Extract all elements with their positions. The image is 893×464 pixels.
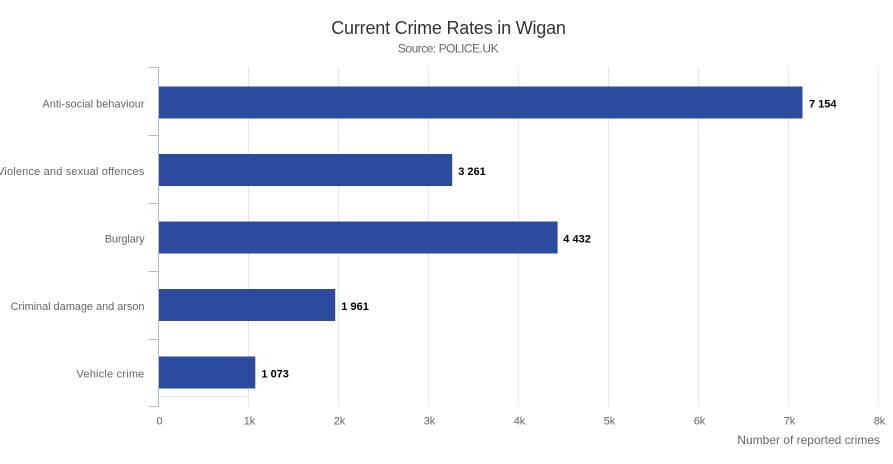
svg-text:Anti-social behaviour: Anti-social behaviour [42, 99, 144, 111]
svg-text:4k: 4k [514, 416, 526, 428]
svg-text:Violence and sexual offences: Violence and sexual offences [0, 166, 145, 178]
svg-text:7 154: 7 154 [809, 99, 837, 111]
svg-text:7k: 7k [784, 416, 796, 428]
svg-text:Criminal damage and arson: Criminal damage and arson [11, 301, 145, 313]
svg-text:Current Crime Rates in Wigan: Current Crime Rates in Wigan [331, 18, 565, 38]
svg-text:3k: 3k [424, 416, 436, 428]
svg-text:6k: 6k [694, 416, 706, 428]
svg-text:Number of reported crimes: Number of reported crimes [737, 433, 880, 447]
svg-text:1k: 1k [244, 416, 256, 428]
svg-text:1 073: 1 073 [261, 369, 289, 381]
svg-text:3 261: 3 261 [458, 166, 486, 178]
svg-text:8k: 8k [874, 416, 886, 428]
svg-text:2k: 2k [334, 416, 346, 428]
svg-text:0: 0 [156, 416, 162, 428]
svg-text:Source: POLICE.UK: Source: POLICE.UK [398, 42, 499, 56]
svg-text:5k: 5k [604, 416, 616, 428]
svg-text:4 432: 4 432 [563, 234, 591, 246]
svg-text:1 961: 1 961 [341, 301, 369, 313]
svg-text:Burglary: Burglary [105, 234, 145, 246]
svg-text:Vehicle crime: Vehicle crime [76, 369, 144, 381]
